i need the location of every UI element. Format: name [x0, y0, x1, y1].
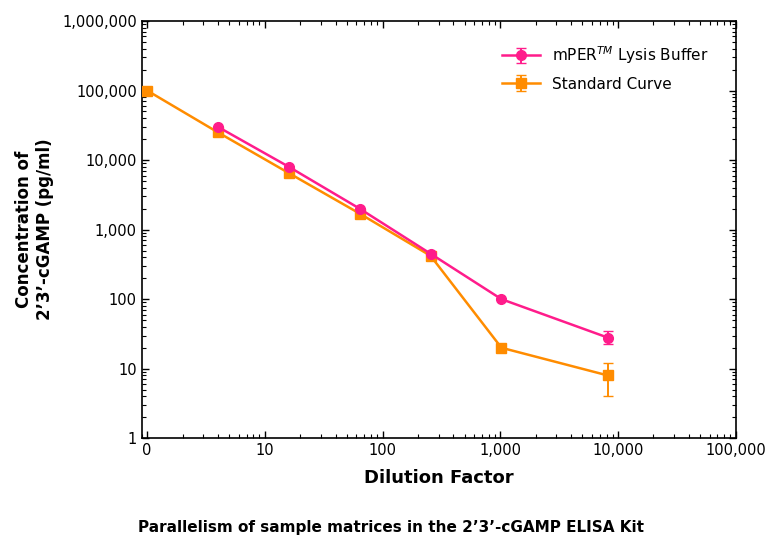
Legend: mPER$^{TM}$ Lysis Buffer, Standard Curve: mPER$^{TM}$ Lysis Buffer, Standard Curve — [494, 37, 716, 100]
Y-axis label: Concentration of
2’3’-cGAMP (pg/ml): Concentration of 2’3’-cGAMP (pg/ml) — [15, 139, 54, 320]
Text: Parallelism of sample matrices in the 2’3’-cGAMP ELISA Kit: Parallelism of sample matrices in the 2’… — [137, 519, 644, 535]
X-axis label: Dilution Factor: Dilution Factor — [364, 469, 513, 487]
